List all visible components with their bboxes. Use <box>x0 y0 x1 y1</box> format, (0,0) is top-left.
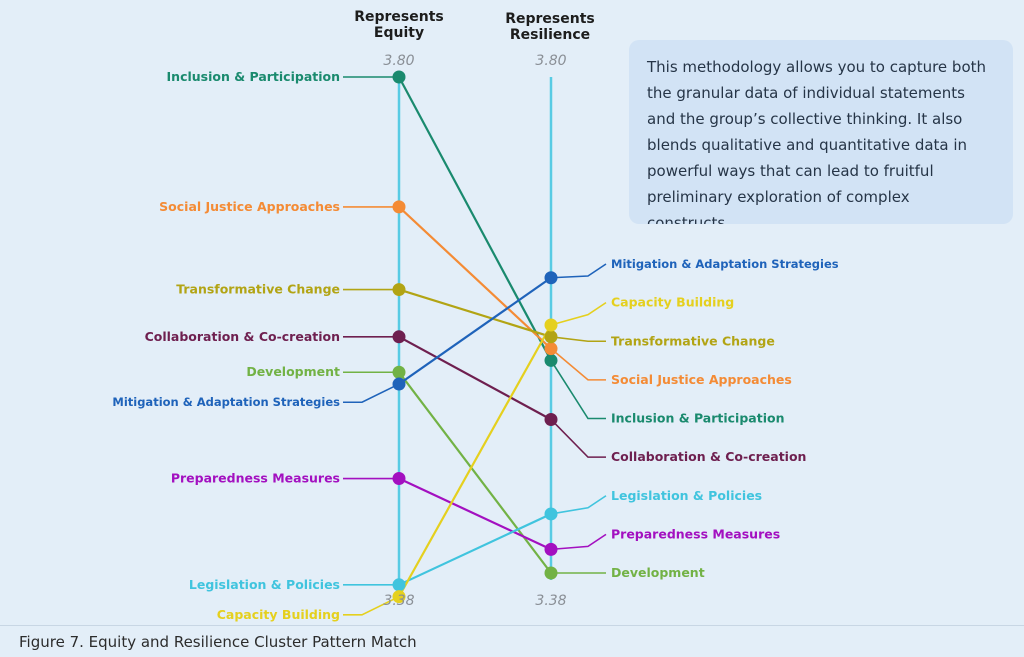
resilience-point-capacity-building <box>544 318 558 332</box>
resilience-point-development <box>544 566 558 580</box>
equity-max-tick: 3.80 <box>383 53 415 69</box>
right-label-development: Development <box>611 565 705 580</box>
callout-text: This methodology allows you to capture b… <box>647 58 987 224</box>
resilience-point-social-justice-approaches <box>544 342 558 356</box>
left-label-legislation-and-policies: Legislation & Policies <box>189 577 340 592</box>
right-label-mitigation-and-adaptation-strategies: Mitigation & Adaptation Strategies <box>611 257 839 271</box>
right-label-legislation-and-policies: Legislation & Policies <box>611 488 762 503</box>
left-label-preparedness-measures: Preparedness Measures <box>171 471 340 486</box>
methodology-callout: This methodology allows you to capture b… <box>629 40 1013 224</box>
left-label-social-justice-approaches: Social Justice Approaches <box>159 199 340 214</box>
right-leader-preparedness-measures <box>550 533 607 551</box>
series-line-inclusion-and-participation <box>398 76 552 361</box>
right-leader-inclusion-and-participation <box>550 359 606 420</box>
resilience-point-inclusion-and-participation <box>544 353 558 367</box>
equity-point-mitigation-and-adaptation-strategies <box>392 377 406 391</box>
left-leader-mitigation-and-adaptation-strategies <box>343 383 400 404</box>
series-line-mitigation-and-adaptation-strategies <box>398 276 552 385</box>
equity-point-collaboration-and-co-creation <box>392 330 406 344</box>
right-leader-social-justice-approaches <box>550 348 606 381</box>
series-line-capacity-building <box>398 324 552 598</box>
equity-point-inclusion-and-participation <box>392 70 406 84</box>
right-label-inclusion-and-participation: Inclusion & Participation <box>611 411 784 426</box>
right-label-transformative-change: Transformative Change <box>611 333 775 348</box>
series-line-social-justice-approaches <box>398 206 552 350</box>
equity-point-capacity-building <box>392 590 406 604</box>
series-line-preparedness-measures <box>398 477 552 551</box>
resilience-axis-title-text: Represents Resilience <box>505 11 595 43</box>
right-leader-transformative-change <box>550 336 606 343</box>
resilience-max-tick: 3.80 <box>535 53 567 69</box>
series-line-transformative-change <box>398 288 552 338</box>
right-leader-legislation-and-policies <box>550 495 607 515</box>
left-label-mitigation-and-adaptation-strategies: Mitigation & Adaptation Strategies <box>112 395 340 409</box>
equity-point-legislation-and-policies <box>392 578 406 592</box>
resilience-min-tick: 3.38 <box>535 593 567 609</box>
figure-caption: Figure 7. Equity and Resilience Cluster … <box>19 633 417 651</box>
right-leader-capacity-building <box>550 301 607 326</box>
right-label-preparedness-measures: Preparedness Measures <box>611 526 780 541</box>
right-leader-collaboration-and-co-creation <box>550 418 606 458</box>
series-line-legislation-and-policies <box>398 512 552 586</box>
left-label-capacity-building: Capacity Building <box>217 607 340 622</box>
equity-point-development <box>392 365 406 379</box>
equity-min-tick: 3.38 <box>383 593 415 609</box>
caption-divider <box>0 625 1024 626</box>
left-label-inclusion-and-participation: Inclusion & Participation <box>167 69 340 84</box>
right-leader-mitigation-and-adaptation-strategies <box>550 263 607 279</box>
series-line-development <box>398 371 552 574</box>
equity-axis-title-text: Represents Equity <box>354 9 444 41</box>
left-leader-capacity-building <box>343 595 400 616</box>
right-label-capacity-building: Capacity Building <box>611 295 734 310</box>
resilience-point-mitigation-and-adaptation-strategies <box>544 271 558 285</box>
equity-point-social-justice-approaches <box>392 200 406 214</box>
resilience-point-preparedness-measures <box>544 542 558 556</box>
resilience-point-transformative-change <box>544 330 558 344</box>
equity-point-preparedness-measures <box>392 472 406 486</box>
equity-point-transformative-change <box>392 283 406 297</box>
series-line-collaboration-and-co-creation <box>398 335 552 421</box>
equity-axis-title: Represents Equity <box>340 9 458 41</box>
resilience-point-legislation-and-policies <box>544 507 558 521</box>
resilience-point-collaboration-and-co-creation <box>544 412 558 426</box>
resilience-axis-title: Represents Resilience <box>488 11 612 43</box>
left-label-development: Development <box>246 364 340 379</box>
right-label-social-justice-approaches: Social Justice Approaches <box>611 372 792 387</box>
left-label-collaboration-and-co-creation: Collaboration & Co-creation <box>145 329 340 344</box>
right-label-collaboration-and-co-creation: Collaboration & Co-creation <box>611 449 806 464</box>
left-label-transformative-change: Transformative Change <box>176 282 340 297</box>
